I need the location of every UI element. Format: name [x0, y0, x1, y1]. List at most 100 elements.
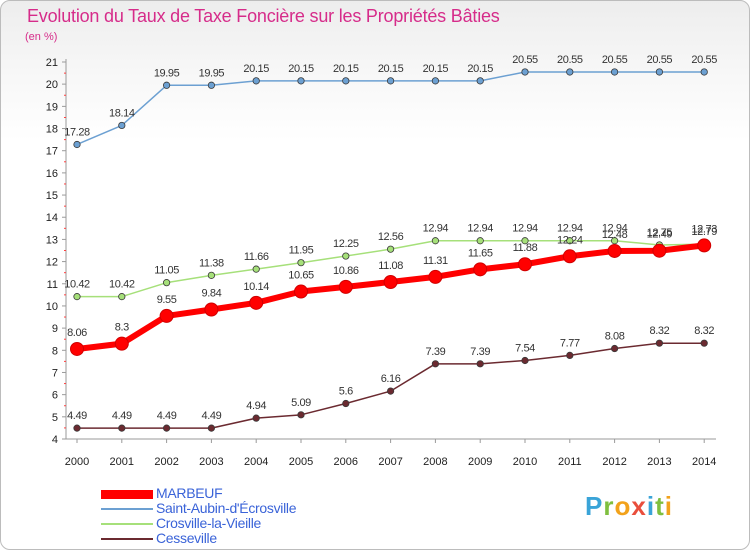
data-label: 10.65 [288, 270, 314, 282]
data-point-cesseville [431, 360, 439, 368]
logo-letter: x [631, 491, 647, 521]
y-axis-unit: (en %) [25, 31, 58, 43]
data-point-marbeuf [607, 243, 622, 258]
data-label: 7.39 [425, 346, 445, 358]
x-tick-label: 2014 [692, 456, 716, 468]
data-point-cesseville [118, 424, 126, 432]
data-point-cesseville [566, 351, 574, 359]
data-point-saint-aubin-d-ecrosville [386, 77, 395, 85]
x-tick-label: 2006 [334, 456, 358, 468]
y-tick-label: 12 [46, 257, 58, 269]
x-tick-label: 2005 [289, 456, 313, 468]
data-point-marbeuf [70, 341, 84, 356]
data-label: 20.55 [512, 54, 538, 66]
data-point-cesseville [521, 356, 529, 365]
x-tick-label: 2000 [65, 456, 89, 468]
data-label: 20.55 [602, 54, 628, 66]
x-tick-label: 2007 [378, 456, 402, 468]
y-tick-label: 11 [47, 279, 58, 291]
data-point-saint-aubin-d-ecrosville [297, 77, 305, 85]
data-point-saint-aubin-d-ecrosville [610, 68, 619, 76]
y-tick-label: 6 [52, 390, 58, 402]
y-tick-label: 5 [52, 412, 58, 424]
data-label: 11.31 [423, 255, 448, 267]
data-point-marbeuf [697, 238, 712, 253]
data-point-saint-aubin-d-ecrosville [655, 68, 664, 76]
data-label: 10.14 [243, 281, 269, 293]
legend-swatch [101, 523, 153, 525]
data-label: 20.55 [557, 54, 583, 66]
y-tick-label: 13 [46, 234, 58, 246]
legend-swatch [101, 508, 153, 510]
data-label: 7.54 [515, 342, 535, 354]
legend-label: Crosville-la-Vieille [156, 515, 261, 531]
x-tick-label: 2011 [558, 456, 582, 468]
x-tick-label: 2003 [199, 456, 223, 468]
data-label: 20.15 [378, 63, 404, 75]
proxiti-logo: Proxiti [585, 491, 673, 522]
data-point-saint-aubin-d-ecrosville [342, 77, 350, 85]
data-label: 12.94 [467, 223, 493, 235]
data-point-crosville-la-vieille [476, 237, 484, 245]
data-point-saint-aubin-d-ecrosville [521, 68, 529, 76]
data-label: 9.84 [201, 287, 221, 299]
legend: MARBEUF Saint-Aubin-d'Écrosville Crosville… [101, 486, 361, 546]
data-label: 19.95 [199, 67, 225, 79]
data-label: 11.95 [289, 245, 314, 257]
data-point-marbeuf [383, 274, 398, 289]
data-label: 7.39 [470, 346, 490, 358]
x-tick-label: 2008 [423, 456, 447, 468]
data-point-saint-aubin-d-ecrosville [476, 77, 484, 85]
y-tick-label: 7 [52, 367, 58, 379]
x-tick-label: 2002 [154, 456, 178, 468]
data-point-crosville-la-vieille [118, 293, 126, 301]
data-point-marbeuf [518, 257, 532, 272]
data-label: 20.55 [647, 54, 673, 66]
y-tick-label: 8 [52, 345, 58, 357]
data-label: 11.88 [513, 242, 538, 254]
data-point-crosville-la-vieille [566, 237, 574, 245]
data-label: 19.95 [154, 67, 180, 79]
data-label: 17.28 [64, 126, 90, 138]
data-point-cesseville [655, 339, 664, 347]
data-label: 10.42 [64, 279, 90, 291]
logo-letter: P [585, 491, 604, 521]
data-label: 7.77 [560, 337, 580, 349]
data-label: 10.86 [333, 265, 359, 277]
data-point-marbeuf [249, 295, 264, 310]
legend-item: MARBEUF [101, 486, 361, 501]
data-label: 12.75 [647, 227, 673, 239]
y-tick-label: 4 [52, 434, 58, 446]
data-label: 8.32 [694, 325, 714, 337]
data-label: 11.05 [154, 265, 179, 277]
y-tick-label: 15 [46, 190, 58, 202]
data-label: 20.15 [423, 63, 449, 75]
legend-label: MARBEUF [156, 485, 223, 501]
data-label: 8.06 [67, 327, 87, 339]
data-label: 12.25 [333, 238, 359, 250]
data-label: 11.08 [378, 260, 403, 272]
data-label: 20.15 [333, 63, 359, 75]
data-label: 4.94 [246, 400, 266, 412]
data-point-saint-aubin-d-ecrosville [431, 77, 439, 85]
data-point-marbeuf [473, 262, 488, 277]
y-tick-label: 16 [46, 168, 58, 180]
data-point-marbeuf [652, 243, 667, 258]
y-tick-label: 20 [46, 79, 58, 91]
data-label: 18.14 [109, 107, 135, 119]
legend-item: Saint-Aubin-d'Écrosville [101, 501, 361, 516]
data-point-cesseville [163, 424, 171, 432]
data-point-saint-aubin-d-ecrosville [252, 77, 260, 85]
logo-letter: o [614, 491, 632, 521]
data-point-saint-aubin-d-ecrosville [207, 81, 215, 89]
legend-label: Cesseville [156, 530, 217, 546]
data-label: 4.49 [112, 410, 132, 422]
y-tick-label: 10 [46, 301, 58, 313]
data-label: 8.3 [115, 322, 129, 334]
data-point-marbeuf [204, 302, 219, 317]
legend-label: Saint-Aubin-d'Écrosville [156, 500, 297, 516]
data-label: 12.48 [602, 229, 628, 241]
data-label: 6.16 [381, 373, 401, 385]
